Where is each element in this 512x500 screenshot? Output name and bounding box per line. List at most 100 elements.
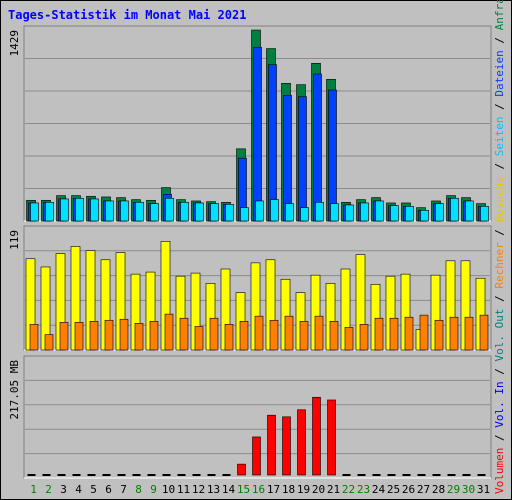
x-tick-label-day-3: 3 — [60, 483, 67, 496]
bar-dateien-day-20 — [313, 73, 322, 222]
bar-dateien-day-21 — [328, 89, 337, 222]
bar-rechner-day-2 — [44, 334, 54, 351]
bar-rechner-day-31 — [479, 314, 489, 351]
x-tick-label-day-19: 19 — [297, 483, 310, 496]
x-tick-label-day-28: 28 — [432, 483, 445, 496]
bar-seiten-day-20 — [315, 201, 324, 222]
x-tick-label-day-18: 18 — [282, 483, 295, 496]
bar-volumen-day-13 — [207, 474, 216, 476]
x-tick-label-day-30: 30 — [462, 483, 475, 496]
bar-seiten-day-14 — [225, 203, 234, 222]
bar-seiten-day-26 — [405, 205, 414, 222]
right-legend: Volumen / Vol. In / Vol. Out / Rechner /… — [493, 0, 506, 494]
bar-rechner-day-20 — [314, 315, 324, 351]
bar-volumen-day-16 — [252, 436, 261, 476]
bar-seiten-day-7 — [120, 200, 129, 222]
bar-rechner-day-25 — [389, 317, 399, 351]
legend-separator: / — [493, 30, 506, 50]
bar-seiten-day-27 — [420, 210, 429, 222]
x-tick-label-day-9: 9 — [150, 483, 157, 496]
x-tick-label-day-29: 29 — [447, 483, 460, 496]
bar-rechner-day-8 — [134, 323, 144, 351]
bar-volumen-day-17 — [267, 414, 276, 476]
bar-volumen-day-11 — [177, 474, 186, 476]
bar-rechner-day-12 — [194, 326, 204, 351]
bar-rechner-day-11 — [179, 317, 189, 351]
bar-seiten-day-31 — [480, 205, 489, 222]
x-tick-label-day-26: 26 — [402, 483, 415, 496]
bar-rechner-day-18 — [284, 315, 294, 351]
bar-rechner-day-9 — [149, 320, 159, 351]
x-tick-label-day-4: 4 — [75, 483, 82, 496]
bar-volumen-day-2 — [42, 474, 51, 476]
bar-seiten-day-17 — [270, 199, 279, 222]
bar-volumen-day-26 — [402, 474, 411, 476]
bar-seiten-day-13 — [210, 203, 219, 222]
x-tick-label-day-31: 31 — [477, 483, 490, 496]
bar-volumen-day-10 — [162, 474, 171, 476]
bar-seiten-day-15 — [240, 207, 249, 222]
bar-seiten-day-4 — [75, 197, 84, 222]
bar-seiten-day-9 — [150, 203, 159, 222]
bar-rechner-day-17 — [269, 319, 279, 351]
legend-separator: / — [493, 428, 506, 448]
x-tick-label-day-15: 15 — [237, 483, 250, 496]
bar-volumen-day-29 — [447, 474, 456, 476]
x-tick-label-day-6: 6 — [105, 483, 112, 496]
bar-volumen-day-12 — [192, 474, 201, 476]
legend-besuche: Besuche — [493, 176, 506, 222]
bar-rechner-day-13 — [209, 317, 219, 351]
bar-seiten-day-23 — [360, 202, 369, 222]
bar-volumen-day-24 — [372, 474, 381, 476]
bar-seiten-day-11 — [180, 201, 189, 222]
y-max-label-top: 1429 — [8, 30, 21, 57]
legend-separator: / — [493, 156, 506, 176]
bar-seiten-day-24 — [375, 200, 384, 222]
bar-volumen-day-22 — [342, 474, 351, 476]
x-tick-label-day-16: 16 — [252, 483, 265, 496]
bar-volumen-day-27 — [417, 474, 426, 476]
bar-volumen-day-5 — [87, 474, 96, 476]
y-max-label-bottom: 217.05 MB — [8, 360, 21, 420]
bar-rechner-day-15 — [239, 320, 249, 351]
bar-seiten-day-3 — [60, 198, 69, 222]
bar-seiten-day-18 — [285, 203, 294, 222]
bar-seiten-day-5 — [90, 198, 99, 222]
bar-rechner-day-6 — [104, 319, 114, 351]
x-tick-label-day-14: 14 — [222, 483, 236, 496]
bar-dateien-day-17 — [268, 64, 277, 222]
bar-rechner-day-23 — [359, 324, 369, 351]
legend-vol-out: Vol. Out — [493, 309, 506, 362]
bar-volumen-day-6 — [102, 474, 111, 476]
bar-rechner-day-24 — [374, 317, 384, 351]
bar-seiten-day-29 — [450, 197, 459, 222]
bar-seiten-day-10 — [165, 197, 174, 222]
bar-rechner-day-3 — [59, 322, 69, 351]
legend-dateien: Dateien — [493, 50, 506, 96]
x-tick-label-day-17: 17 — [267, 483, 280, 496]
legend-text: Volumen / Vol. In / Vol. Out / Rechner /… — [493, 0, 506, 494]
x-tick-label-day-23: 23 — [357, 483, 370, 496]
bar-seiten-day-19 — [300, 207, 309, 222]
bar-rechner-day-22 — [344, 327, 354, 351]
bar-volumen-day-18 — [282, 416, 291, 476]
bar-rechner-day-14 — [224, 324, 234, 351]
x-tick-label-day-7: 7 — [120, 483, 127, 496]
bar-seiten-day-28 — [435, 203, 444, 222]
bar-rechner-day-4 — [74, 322, 84, 351]
bar-volumen-day-21 — [327, 399, 336, 476]
bar-seiten-day-2 — [45, 201, 54, 222]
bar-volumen-day-31 — [477, 474, 486, 476]
legend-separator: / — [493, 97, 506, 117]
bar-volumen-day-19 — [297, 409, 306, 476]
bar-dateien-day-18 — [283, 95, 292, 222]
legend-vol-in: Vol. In — [493, 381, 506, 427]
bar-volumen-day-20 — [312, 396, 321, 476]
bar-seiten-day-12 — [195, 202, 204, 222]
bar-seiten-day-25 — [390, 205, 399, 222]
bar-volumen-day-28 — [432, 474, 441, 476]
bar-volumen-day-1 — [27, 474, 36, 476]
x-tick-label-day-21: 21 — [327, 483, 340, 496]
bar-volumen-day-7 — [117, 474, 126, 476]
bar-volumen-day-30 — [462, 474, 471, 476]
